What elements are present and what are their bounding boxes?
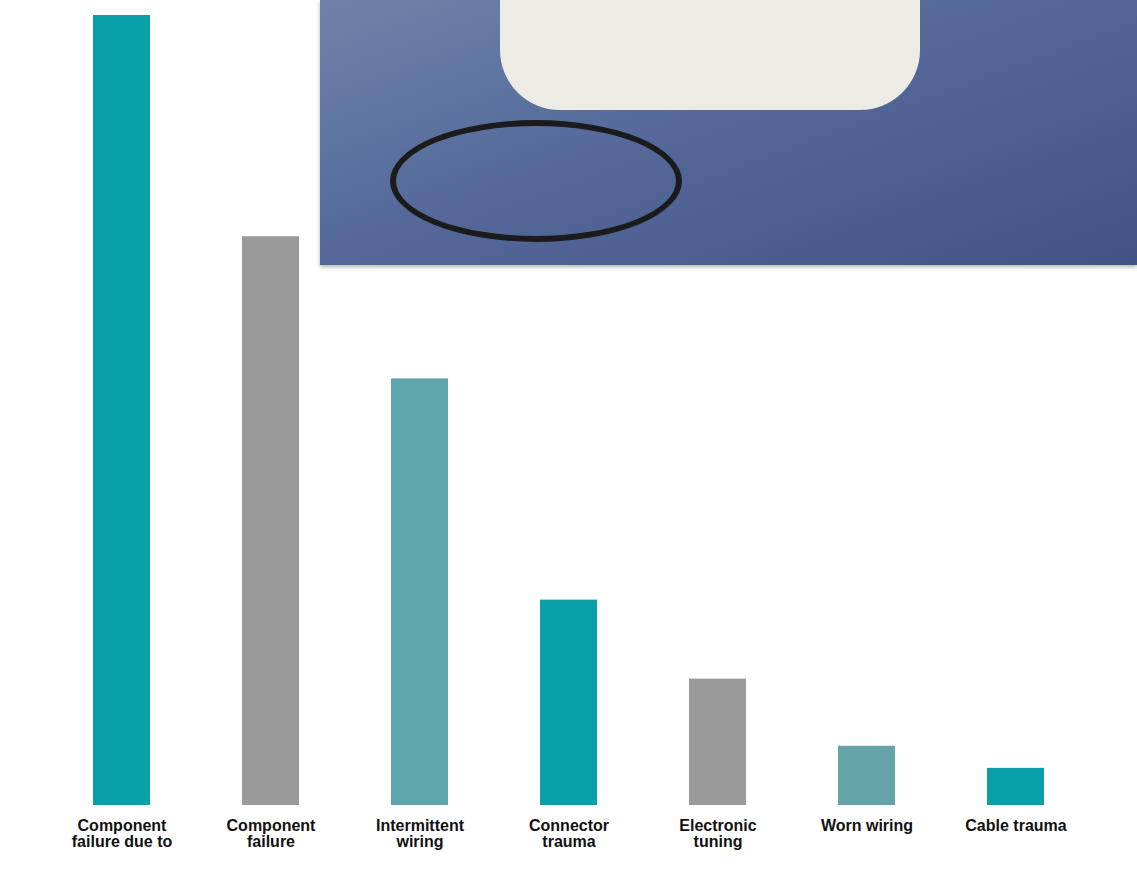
svg-text:Cable trauma: Cable trauma	[965, 817, 1066, 834]
svg-text:Connectortrauma: Connectortrauma	[529, 817, 609, 850]
svg-text:Componentfailure due to: Componentfailure due to	[72, 817, 173, 850]
svg-text:Worn wiring: Worn wiring	[821, 817, 913, 834]
svg-text:Componentfailure: Componentfailure	[227, 817, 317, 850]
svg-text:Intermittentwiring: Intermittentwiring	[376, 817, 465, 850]
svg-text:Electronictuning: Electronictuning	[679, 817, 756, 850]
